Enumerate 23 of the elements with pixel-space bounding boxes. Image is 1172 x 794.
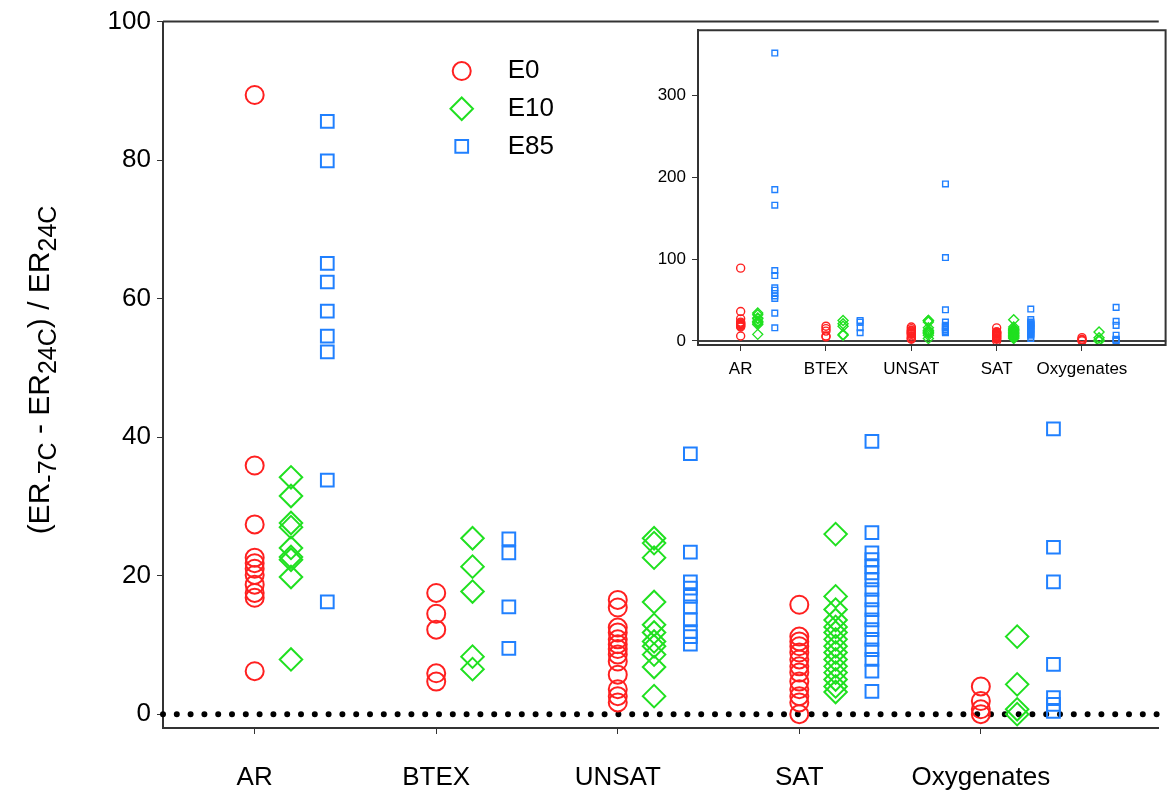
y-tick-label: 60 (122, 281, 151, 312)
x-tick-label: Oxygenates (1036, 358, 1128, 378)
legend-label: E10 (507, 91, 554, 122)
y-tick-label: 100 (107, 4, 151, 35)
y-tick-label: 300 (657, 85, 686, 105)
x-tick-label: UNSAT (574, 760, 661, 791)
y-tick-label: 0 (676, 330, 686, 350)
x-tick-label: Oxygenates (911, 760, 1051, 791)
x-tick-label: SAT (774, 760, 824, 791)
y-tick-label: 200 (657, 167, 686, 187)
y-tick-label: 100 (657, 248, 686, 268)
legend-label: E0 (507, 54, 540, 85)
x-tick-label: SAT (980, 358, 1013, 378)
x-tick-label: BTEX (402, 760, 471, 791)
y-tick-label: 40 (122, 420, 151, 451)
x-tick-label: BTEX (803, 358, 849, 378)
legend-label: E85 (507, 129, 554, 160)
x-tick-label: UNSAT (883, 358, 940, 378)
x-tick-label: AR (236, 760, 273, 791)
y-tick-label: 0 (136, 697, 151, 728)
y-tick-label: 80 (122, 143, 151, 174)
y-tick-label: 20 (122, 558, 151, 589)
x-tick-label: AR (728, 358, 753, 378)
